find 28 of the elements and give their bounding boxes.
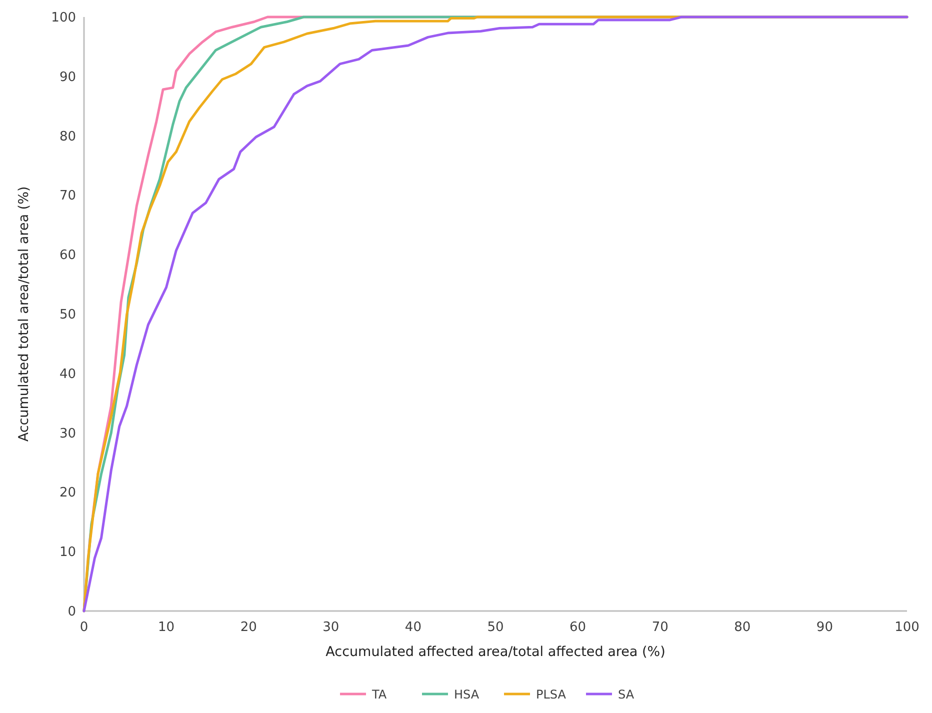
legend-label: TA [371, 688, 388, 702]
x-tick-label: 10 [158, 620, 175, 635]
legend-label: PLSA [536, 688, 567, 702]
y-tick-label: 10 [59, 545, 76, 560]
x-tick-label: 90 [816, 620, 833, 635]
y-tick-label: 30 [59, 426, 76, 442]
x-tick-label: 0 [80, 620, 88, 635]
x-tick-label: 100 [894, 620, 920, 635]
y-tick-label: 100 [51, 10, 76, 26]
y-axis-title: Accumulated total area/total area (%) [16, 186, 32, 442]
x-axis-title: Accumulated affected area/total affected area (%) [326, 644, 666, 660]
y-tick-label: 90 [59, 70, 76, 85]
y-tick-label: 80 [59, 129, 76, 144]
x-tick-label: 20 [240, 620, 257, 635]
x-tick-label: 30 [322, 620, 340, 635]
x-tick-label: 60 [570, 620, 586, 635]
legend-label: HSA [454, 688, 480, 702]
y-tick-label: 60 [59, 248, 76, 264]
y-tick-label: 40 [59, 366, 76, 382]
x-tick-label: 70 [652, 620, 668, 635]
y-tick-label: 70 [59, 188, 76, 204]
legend-label: SA [618, 688, 635, 702]
y-tick-label: 20 [59, 486, 76, 501]
x-tick-label: 40 [404, 620, 422, 635]
x-tick-label: 80 [734, 620, 751, 635]
x-tick-label: 50 [487, 620, 504, 635]
y-tick-label: 0 [68, 604, 76, 620]
y-tick-label: 50 [59, 308, 76, 322]
